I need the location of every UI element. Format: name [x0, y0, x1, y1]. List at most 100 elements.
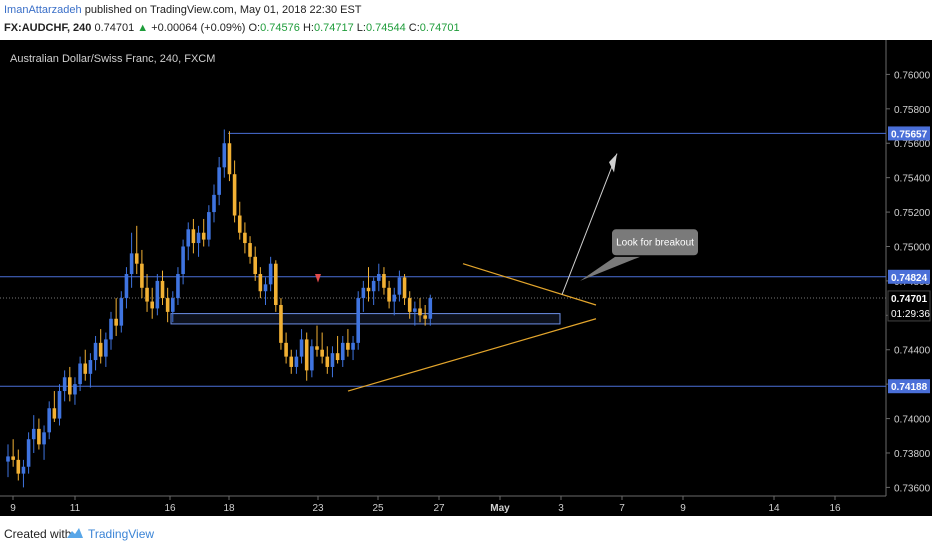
open-label: O:: [248, 22, 261, 34]
created-with-label: Created with: [4, 527, 72, 541]
open-value: 0.74576: [260, 22, 300, 34]
y-tick-label: 0.75400: [894, 174, 931, 185]
drawings: Look for breakout: [315, 153, 698, 392]
current-price-label: 0.74701: [891, 294, 928, 305]
candle-body: [73, 384, 77, 395]
candle-body: [248, 243, 252, 257]
candle-body: [52, 408, 57, 419]
current-price-tag: [887, 290, 931, 322]
low-label: L:: [356, 22, 366, 34]
candle-body: [191, 229, 196, 244]
header-bar: ImanAttarzadeh published on TradingView.…: [0, 0, 932, 40]
candle-body: [274, 263, 278, 305]
candle-body: [232, 174, 237, 216]
x-tick-label: 16: [829, 503, 841, 514]
candle-body: [88, 360, 93, 374]
candle-body: [104, 339, 108, 357]
candle-body: [304, 339, 309, 371]
candle-body: [361, 287, 366, 299]
price-chart[interactable]: Australian Dollar/Swiss Franc, 240, FXCM…: [0, 40, 932, 516]
candle-body: [382, 274, 386, 288]
candle-body: [315, 346, 319, 350]
tradingview-link[interactable]: TradingView: [88, 527, 155, 541]
candle-body: [335, 353, 340, 361]
candle-body: [227, 143, 232, 175]
candle-body: [407, 298, 412, 312]
candle-body: [145, 287, 149, 302]
candle-body: [83, 363, 88, 374]
symbol-label: FX:AUDCHF, 240: [4, 22, 92, 34]
support-zone-box: [170, 313, 561, 325]
candle-body: [119, 298, 124, 326]
y-tick-label: 0.74000: [894, 415, 931, 426]
high-label: H:: [302, 22, 314, 34]
x-tick-label: 14: [768, 503, 780, 514]
x-axis[interactable]: 9 11 16 18 23 25 27 May 3 7 9 14 16: [10, 496, 841, 514]
y-tick-label: 0.74400: [894, 346, 931, 357]
support-zone: [170, 313, 561, 325]
candle-body: [340, 342, 345, 361]
candles: [6, 129, 433, 488]
candle-body: [109, 318, 113, 340]
candle-body: [212, 194, 216, 213]
x-tick-label: 9: [680, 503, 686, 514]
y-tick-label: 0.75200: [894, 208, 931, 219]
y-tick-label: 0.73800: [894, 449, 931, 460]
author-link[interactable]: ImanAttarzadeh: [4, 4, 82, 16]
candle-body: [124, 274, 129, 299]
level-price-tag: [888, 126, 930, 141]
candle-body: [186, 229, 191, 247]
candle-body: [31, 428, 36, 440]
candle-body: [150, 301, 154, 309]
level-price-label: 0.75657: [891, 129, 928, 140]
candle-body: [207, 212, 211, 240]
candle-body: [160, 280, 165, 299]
publish-line: ImanAttarzadeh published on TradingView.…: [4, 4, 362, 16]
candle-body: [289, 356, 294, 367]
candle-body: [418, 308, 422, 316]
low-value: 0.74544: [365, 22, 406, 34]
candle-body: [366, 287, 371, 292]
candle-body: [140, 263, 144, 288]
candle-body: [330, 353, 335, 367]
high-value: 0.74717: [313, 22, 354, 34]
candle-body: [155, 280, 160, 309]
candle-body: [263, 284, 268, 292]
candle-body: [402, 277, 407, 299]
candle-body: [201, 232, 206, 240]
candle-body: [413, 308, 417, 312]
y-tick-label: 0.75000: [894, 242, 931, 253]
y-tick-label: 0.76000: [894, 70, 931, 81]
candle-body: [176, 274, 180, 299]
candle-body: [11, 456, 15, 460]
published-text: published on TradingView.com, May 01, 20…: [84, 4, 362, 16]
candle-body: [351, 342, 355, 350]
candle-body: [78, 363, 82, 385]
candle-body: [165, 298, 170, 312]
candle-body: [299, 339, 304, 357]
candle-body: [294, 356, 299, 367]
x-tick-label: 9: [10, 503, 16, 514]
level-price-tag: [888, 379, 930, 394]
level-price-label: 0.74824: [891, 273, 928, 284]
candle-body: [423, 315, 427, 319]
candle-body: [68, 377, 72, 395]
candle-body: [279, 304, 283, 343]
close-label: C:: [408, 22, 420, 34]
candle-body: [222, 143, 227, 168]
candle-body: [129, 253, 134, 275]
ohlc-line: FX:AUDCHF, 240 0.74701 ▲ +0.00064 (+0.09…: [4, 22, 460, 34]
candle-body: [6, 456, 10, 462]
countdown-label: 01:29:36: [891, 309, 930, 320]
candle-body: [62, 377, 67, 392]
candle-body: [310, 346, 314, 371]
candle-body: [47, 408, 51, 433]
candle-body: [356, 298, 360, 343]
upper-trendline: [462, 263, 597, 306]
candle-body: [16, 459, 21, 474]
y-tick-label: 0.75800: [894, 105, 931, 116]
x-tick-label: 3: [558, 503, 564, 514]
candle-body: [57, 391, 62, 419]
arrow-head-icon: [609, 153, 617, 173]
candle-body: [428, 298, 433, 319]
